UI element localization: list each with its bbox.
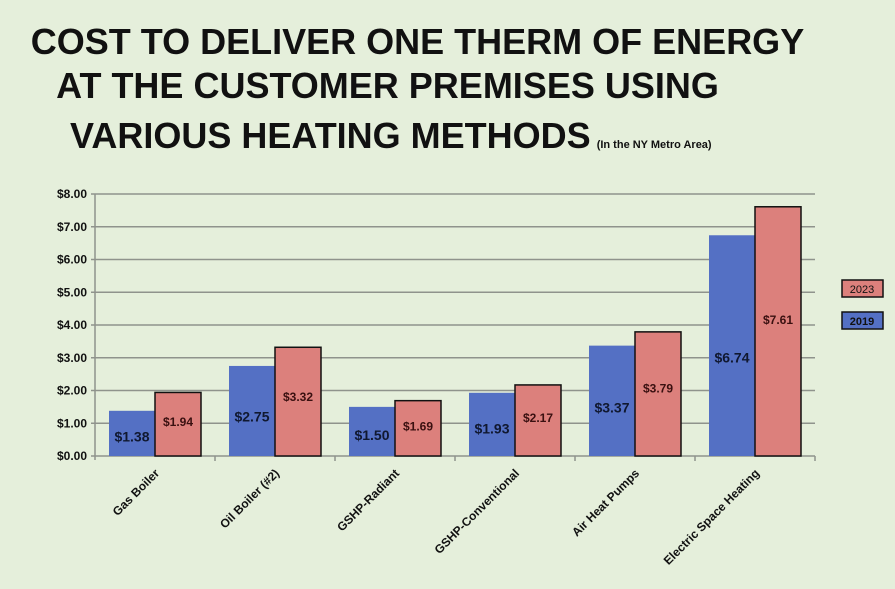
x-tick-label: GSHP-Radiant [334,466,402,534]
data-label-2023: $7.61 [763,313,793,327]
bar-2023 [274,346,322,457]
bar-2019 [589,345,635,456]
data-label-2023: $3.79 [643,382,673,396]
data-label-2019: $1.38 [114,429,149,445]
data-label-2023: $3.32 [283,390,313,404]
data-label-2023: $2.17 [523,411,553,425]
data-label-2019: $6.74 [714,350,749,366]
y-tick-label: $1.00 [57,416,87,430]
y-tick-label: $2.00 [57,384,87,398]
y-tick-label: $8.00 [57,187,87,201]
bar-2019 [229,365,275,456]
bar-2023 [634,331,682,457]
chart-title-line-3-text: VARIOUS HEATING METHODS [70,115,591,156]
data-label-2019: $2.75 [234,408,269,424]
data-label-2023: $1.69 [403,420,433,434]
legend-swatch-2023 [841,279,884,298]
bar-2019 [109,410,155,456]
bar-2019 [469,392,515,456]
y-tick-label: $0.00 [57,449,87,463]
y-tick-label: $7.00 [57,220,87,234]
y-tick-label: $3.00 [57,351,87,365]
data-label-2019: $3.37 [594,399,629,415]
y-tick-label: $4.00 [57,318,87,332]
chart-title-line-2: AT THE CUSTOMER PREMISES USING [56,65,719,106]
x-tick-label: Electric Space Heating [661,466,762,567]
y-tick-label: $5.00 [57,285,87,299]
bar-2023 [514,384,562,457]
bar-2019 [709,235,755,456]
chart-title-line-3: VARIOUS HEATING METHODS (In the NY Metro … [70,114,712,167]
legend-swatch-2019 [841,311,884,330]
x-tick-label: Oil Boiler (#2) [217,466,282,531]
chart-subtitle: (In the NY Metro Area) [596,139,712,151]
legend-label-2023: 2023 [850,284,874,296]
bar-2023 [754,206,802,457]
x-tick-label: Gas Boiler [110,466,163,519]
data-label-2019: $1.93 [474,421,509,437]
y-tick-label: $6.00 [57,253,87,267]
x-tick-label: GSHP-Conventional [432,466,523,557]
data-label-2019: $1.50 [354,427,389,443]
bar-2023 [394,399,442,457]
data-label-2023: $1.94 [163,415,193,429]
x-tick-label: Air Heat Pumps [569,466,642,539]
bar-2023 [154,391,202,457]
legend-label-2019: 2019 [850,316,874,328]
bar-2019 [349,406,395,456]
chart-title-line-1: COST TO DELIVER ONE THERM OF ENERGY [30,21,805,62]
